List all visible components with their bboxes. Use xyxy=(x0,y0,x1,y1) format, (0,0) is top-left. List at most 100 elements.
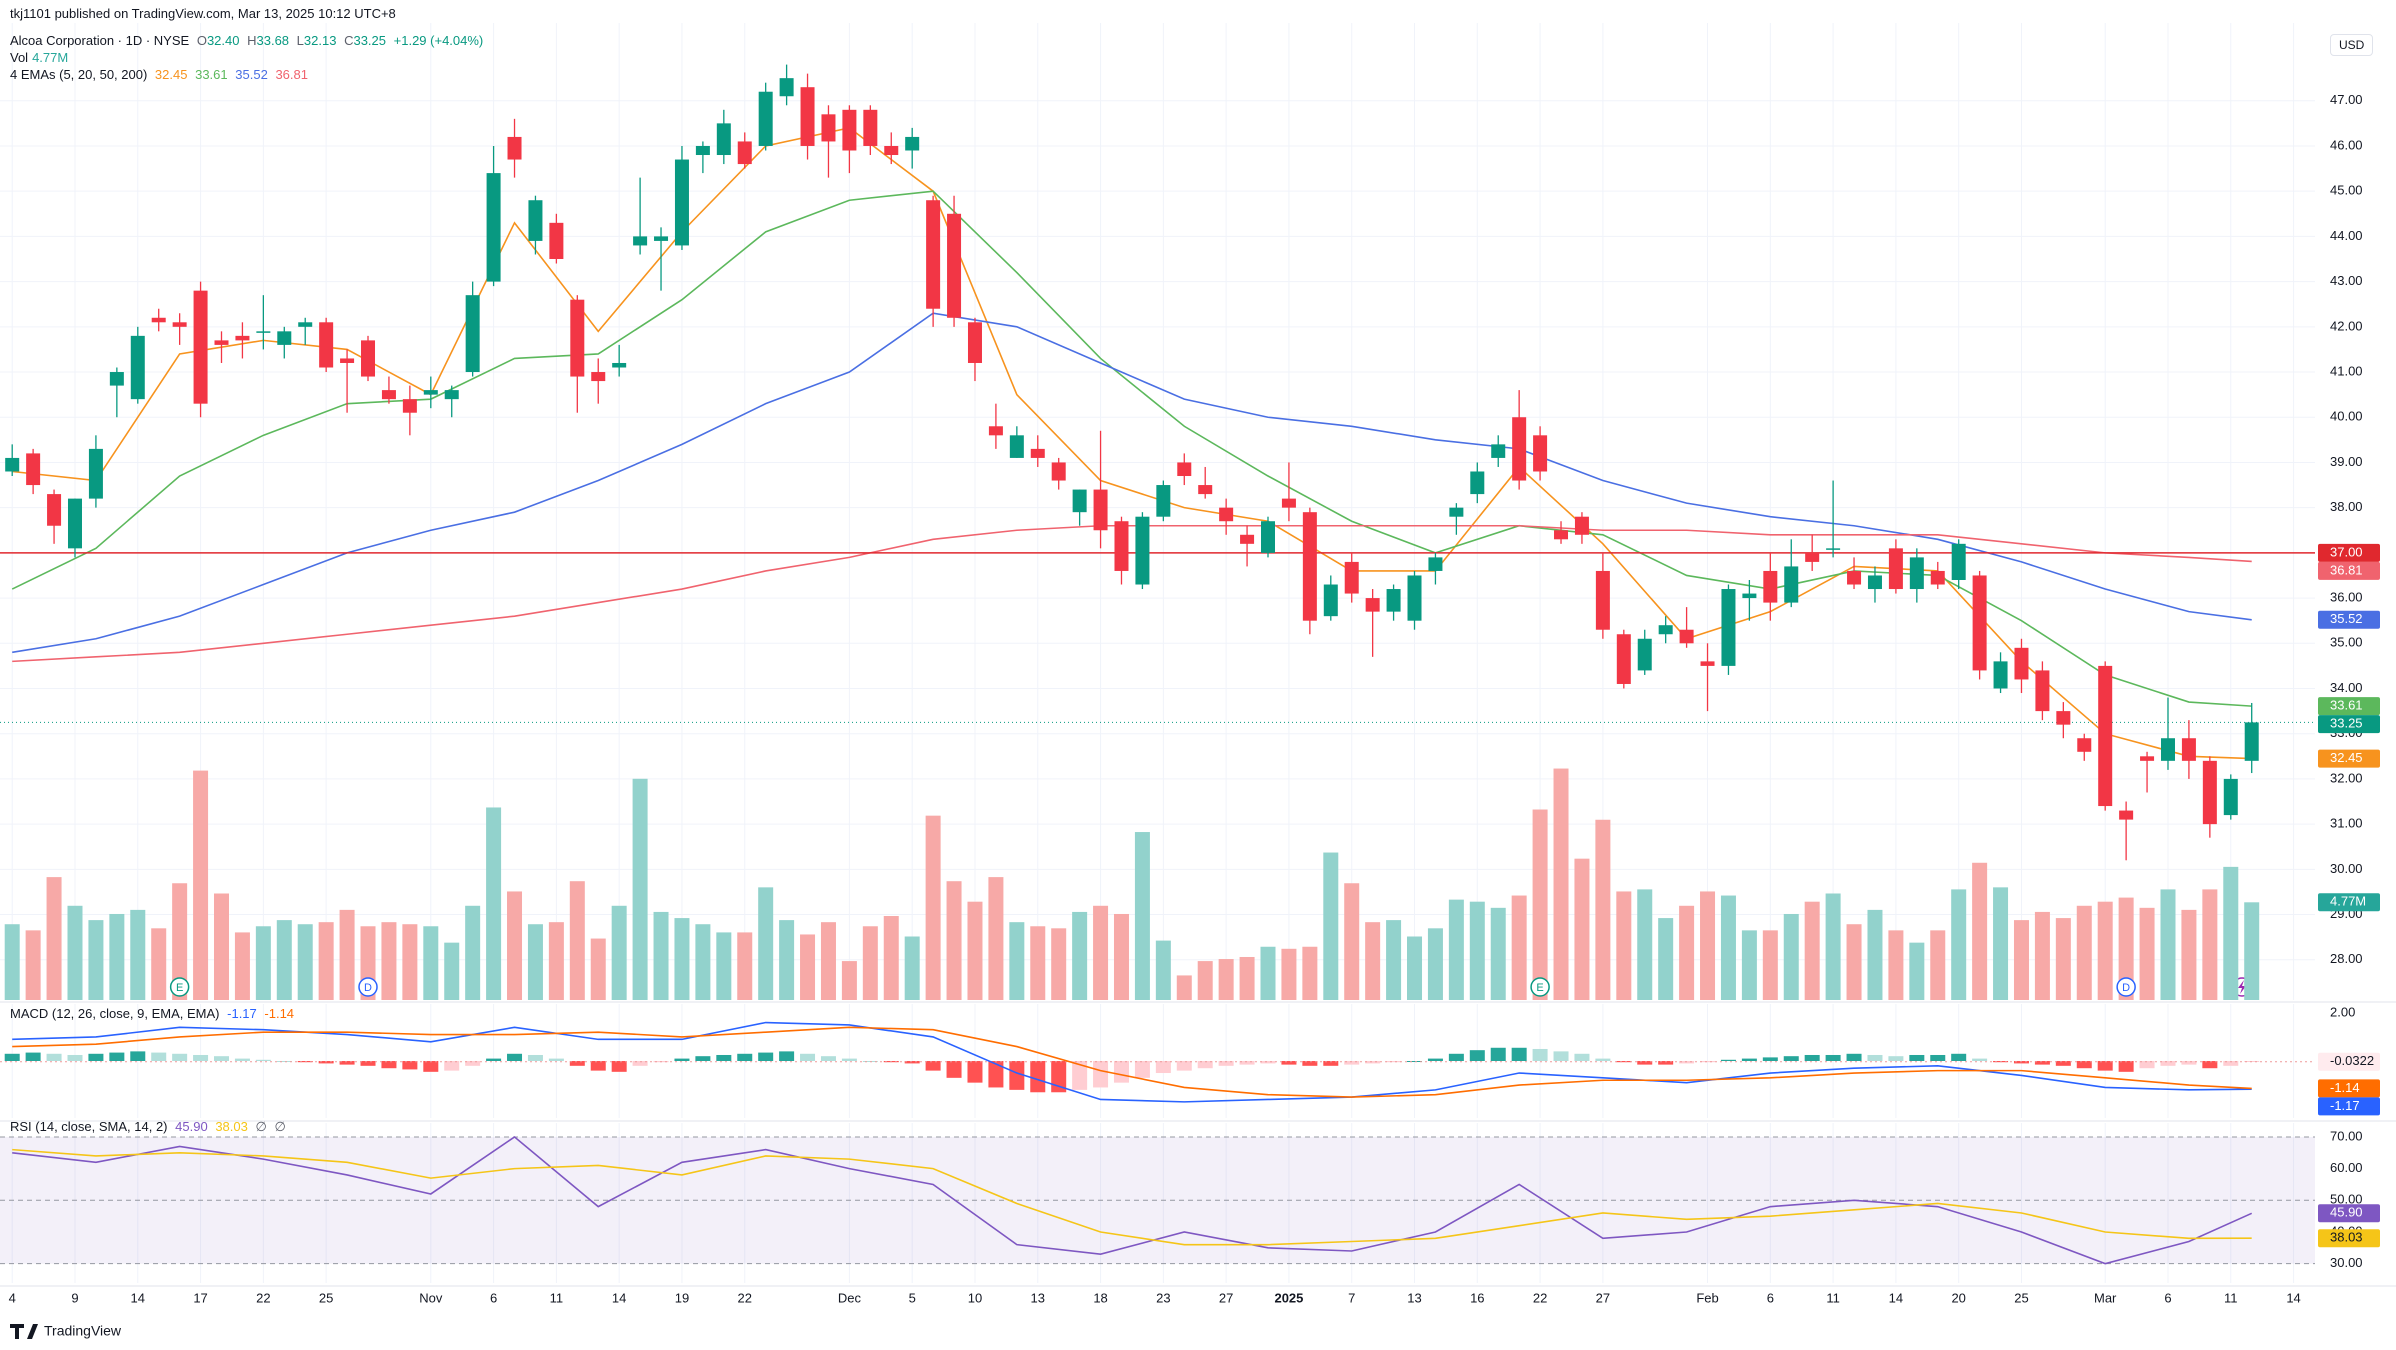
volume-bar xyxy=(2034,911,2050,1000)
price-badge xyxy=(2318,1097,2380,1116)
x-tick-label: 6 xyxy=(490,1290,497,1305)
volume-bar xyxy=(1595,819,1611,1000)
candle-body xyxy=(1847,570,1862,585)
histogram-bar xyxy=(1658,1061,1674,1065)
ohlc-value: 32.40 xyxy=(206,33,240,48)
volume-bar xyxy=(590,938,606,1000)
volume-bar xyxy=(820,922,836,1000)
x-tick-label: 9 xyxy=(71,1290,78,1305)
histogram-bar xyxy=(130,1051,146,1061)
histogram-bar xyxy=(569,1061,585,1066)
y-tick-label: 34.00 xyxy=(2330,680,2363,695)
candle-body xyxy=(340,358,355,363)
histogram-bar xyxy=(1909,1054,1925,1061)
candle-body xyxy=(1909,557,1924,590)
price-badge xyxy=(2318,1229,2380,1248)
histogram-bar xyxy=(1553,1051,1569,1061)
x-tick-label: 22 xyxy=(1533,1290,1547,1305)
volume-bar xyxy=(1490,907,1506,1000)
candle-body xyxy=(1449,507,1464,517)
event-label: D xyxy=(364,982,372,994)
volume-bar xyxy=(214,893,229,1000)
candle-body xyxy=(47,494,62,526)
y-tick-label: 43.00 xyxy=(2330,273,2363,288)
rsi-line xyxy=(12,1135,2253,1265)
histogram-bar xyxy=(527,1054,543,1061)
candle-body xyxy=(2119,810,2134,820)
candle-body xyxy=(1951,543,1966,580)
candle-body xyxy=(988,426,1003,436)
volume-bar xyxy=(318,922,334,1000)
histogram-bar xyxy=(1134,1061,1150,1078)
histogram-bar xyxy=(2202,1061,2218,1069)
currency[interactable]: USD xyxy=(2330,34,2374,56)
footer-brand: TradingView xyxy=(44,1323,122,1339)
volume-bar xyxy=(1072,911,1088,1000)
histogram-bar xyxy=(339,1061,355,1065)
candle-body xyxy=(1365,598,1380,612)
candle-body xyxy=(591,372,606,382)
candle-body xyxy=(130,335,145,400)
volume-bar xyxy=(1155,940,1171,1000)
histogram-bar xyxy=(548,1058,564,1061)
histogram-bar xyxy=(967,1061,983,1083)
y-tick-label: 41.00 xyxy=(2330,363,2363,378)
histogram-bar xyxy=(1888,1056,1904,1061)
y-tick-label: 28.00 xyxy=(2330,951,2363,966)
y-tick-label: 50.00 xyxy=(2330,1192,2363,1207)
histogram-bar xyxy=(1741,1058,1757,1061)
candle-body xyxy=(1533,435,1548,472)
histogram-bar xyxy=(946,1061,962,1078)
volume-bar xyxy=(2013,920,2029,1000)
x-tick-label: 11 xyxy=(550,1290,564,1305)
volume-bar xyxy=(46,877,62,1000)
histogram-bar xyxy=(1448,1053,1464,1061)
histogram-bar xyxy=(1407,1061,1423,1062)
volume-bar xyxy=(1532,809,1548,1000)
volume-bar xyxy=(193,770,209,1000)
candle-body xyxy=(1093,489,1108,531)
price-badge xyxy=(2318,893,2380,912)
event-label: D xyxy=(2122,982,2130,994)
volume-bar xyxy=(1030,926,1046,1000)
histogram-bar xyxy=(988,1061,1004,1088)
candle-body xyxy=(716,123,731,156)
volume-bar xyxy=(1930,930,1946,1000)
x-tick-label: 6 xyxy=(2164,1290,2171,1305)
volume-bar xyxy=(1972,862,1988,1000)
y-tick-label: 40.00 xyxy=(2330,409,2363,424)
volume-bar xyxy=(1804,901,1820,1000)
y-tick-label: 44.00 xyxy=(2330,228,2363,243)
candle-body xyxy=(465,295,480,373)
volume-bar xyxy=(1720,895,1736,1000)
volume-bar xyxy=(946,881,962,1000)
price-badge-label: -1.14 xyxy=(2330,1080,2360,1095)
histogram-bar xyxy=(841,1058,857,1061)
volume-value: 4.77M xyxy=(32,50,69,65)
candle-body xyxy=(1198,485,1213,495)
price-badge xyxy=(2318,543,2380,562)
y-tick-label: 42.00 xyxy=(2330,318,2363,333)
ema-line: 4 EMAs (5, 20, 50, 200) 32.45 33.61 35.5… xyxy=(10,67,312,82)
price-badge xyxy=(2318,697,2380,716)
candle-body xyxy=(1721,589,1736,666)
volume-title: Vol xyxy=(10,50,29,65)
volume-bar xyxy=(1197,961,1213,1000)
histogram-bar xyxy=(1951,1053,1967,1061)
volume-bar xyxy=(653,911,669,1000)
x-tick-label: 19 xyxy=(675,1290,689,1305)
volume-bar xyxy=(1323,852,1339,1000)
histogram-bar xyxy=(88,1053,104,1061)
histogram-bar xyxy=(695,1056,711,1061)
candle-body xyxy=(1679,629,1694,644)
x-tick-label: 10 xyxy=(968,1290,982,1305)
histogram-bar xyxy=(2097,1061,2113,1071)
price-badge-label: 38.03 xyxy=(2330,1230,2363,1245)
histogram-bar xyxy=(423,1061,439,1072)
candle-body xyxy=(2098,665,2113,807)
ema-line xyxy=(11,190,2252,707)
candle-body xyxy=(1491,444,1506,458)
histogram-bar xyxy=(1846,1053,1862,1061)
volume-bar xyxy=(967,901,983,1000)
macd-line xyxy=(12,1026,2252,1098)
